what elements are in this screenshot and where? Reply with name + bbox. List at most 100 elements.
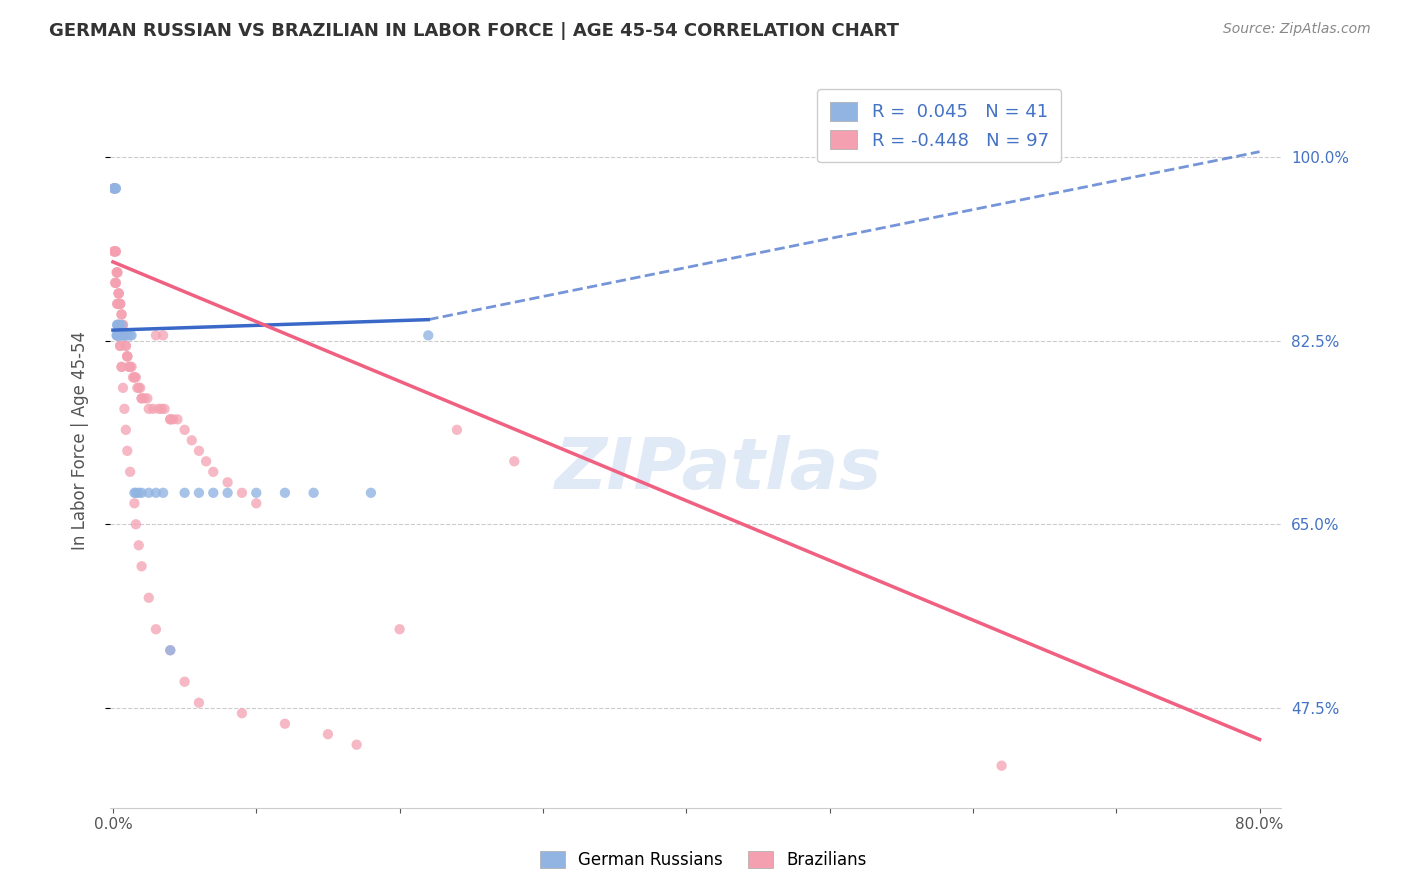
Point bbox=[107, 328, 129, 343]
Point bbox=[110, 359, 132, 374]
Point bbox=[108, 328, 131, 343]
Point bbox=[111, 318, 134, 332]
Point bbox=[138, 401, 160, 416]
Point bbox=[166, 412, 188, 426]
Point bbox=[127, 381, 149, 395]
Point bbox=[124, 485, 146, 500]
Point bbox=[105, 265, 128, 279]
Point bbox=[150, 401, 173, 416]
Point bbox=[173, 674, 195, 689]
Point bbox=[159, 412, 181, 426]
Point bbox=[187, 443, 209, 458]
Point bbox=[180, 434, 202, 448]
Point bbox=[105, 265, 128, 279]
Point bbox=[107, 286, 129, 301]
Point bbox=[145, 485, 167, 500]
Text: GERMAN RUSSIAN VS BRAZILIAN IN LABOR FORCE | AGE 45-54 CORRELATION CHART: GERMAN RUSSIAN VS BRAZILIAN IN LABOR FOR… bbox=[49, 22, 900, 40]
Point bbox=[105, 318, 128, 332]
Point bbox=[346, 738, 368, 752]
Point bbox=[103, 181, 125, 195]
Point bbox=[115, 423, 138, 437]
Point bbox=[142, 401, 165, 416]
Point bbox=[173, 423, 195, 437]
Point bbox=[110, 307, 132, 321]
Point bbox=[107, 318, 129, 332]
Point bbox=[131, 392, 153, 406]
Point bbox=[104, 244, 127, 259]
Point bbox=[103, 181, 125, 195]
Point bbox=[152, 328, 174, 343]
Point bbox=[107, 318, 129, 332]
Point bbox=[187, 696, 209, 710]
Point bbox=[217, 475, 239, 490]
Point bbox=[104, 244, 127, 259]
Point bbox=[136, 392, 159, 406]
Point bbox=[107, 318, 129, 332]
Point bbox=[117, 350, 139, 364]
Point bbox=[103, 181, 125, 195]
Point bbox=[115, 328, 138, 343]
Point bbox=[125, 485, 148, 500]
Point bbox=[187, 485, 209, 500]
Text: Source: ZipAtlas.com: Source: ZipAtlas.com bbox=[1223, 22, 1371, 37]
Point bbox=[120, 328, 142, 343]
Point bbox=[111, 381, 134, 395]
Point bbox=[195, 454, 218, 468]
Point bbox=[128, 381, 150, 395]
Point bbox=[111, 328, 134, 343]
Point bbox=[108, 297, 131, 311]
Point bbox=[120, 359, 142, 374]
Point bbox=[104, 181, 127, 195]
Point bbox=[103, 181, 125, 195]
Point bbox=[110, 318, 132, 332]
Point bbox=[131, 392, 153, 406]
Legend: R =  0.045   N = 41, R = -0.448   N = 97: R = 0.045 N = 41, R = -0.448 N = 97 bbox=[817, 89, 1062, 162]
Point bbox=[108, 339, 131, 353]
Point bbox=[159, 643, 181, 657]
Point bbox=[173, 485, 195, 500]
Point bbox=[104, 244, 127, 259]
Point bbox=[153, 401, 176, 416]
Point bbox=[117, 350, 139, 364]
Legend: German Russians, Brazilians: German Russians, Brazilians bbox=[530, 841, 876, 880]
Point bbox=[131, 485, 153, 500]
Point bbox=[104, 181, 127, 195]
Point bbox=[112, 328, 135, 343]
Point bbox=[111, 318, 134, 332]
Point bbox=[104, 276, 127, 290]
Point bbox=[115, 339, 138, 353]
Point bbox=[105, 297, 128, 311]
Point bbox=[104, 276, 127, 290]
Point bbox=[125, 517, 148, 532]
Point bbox=[121, 328, 143, 343]
Point bbox=[110, 359, 132, 374]
Point bbox=[117, 350, 139, 364]
Point bbox=[302, 485, 325, 500]
Y-axis label: In Labor Force | Age 45-54: In Labor Force | Age 45-54 bbox=[72, 331, 89, 549]
Point bbox=[148, 401, 170, 416]
Point bbox=[105, 297, 128, 311]
Point bbox=[145, 328, 167, 343]
Point bbox=[112, 328, 135, 343]
Point bbox=[103, 244, 125, 259]
Point bbox=[107, 286, 129, 301]
Point bbox=[418, 328, 440, 343]
Point bbox=[112, 328, 135, 343]
Point bbox=[108, 339, 131, 353]
Point bbox=[138, 485, 160, 500]
Point bbox=[117, 443, 139, 458]
Point bbox=[117, 328, 139, 343]
Point bbox=[110, 328, 132, 343]
Point bbox=[231, 706, 253, 721]
Point bbox=[104, 181, 127, 195]
Point bbox=[316, 727, 339, 741]
Point bbox=[118, 359, 141, 374]
Point bbox=[131, 559, 153, 574]
Point bbox=[138, 591, 160, 605]
Point bbox=[231, 485, 253, 500]
Point bbox=[105, 318, 128, 332]
Point bbox=[125, 370, 148, 384]
Point bbox=[108, 297, 131, 311]
Point bbox=[145, 622, 167, 636]
Point bbox=[274, 485, 297, 500]
